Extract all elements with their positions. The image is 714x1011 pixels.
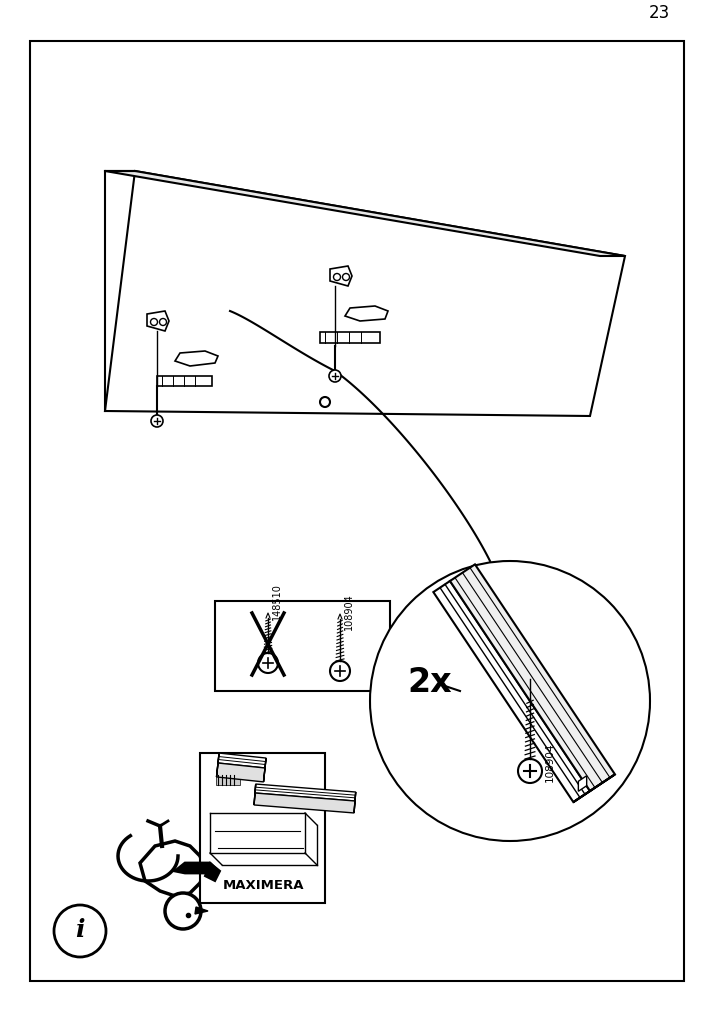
Polygon shape <box>205 863 220 882</box>
Bar <box>320 333 380 344</box>
Polygon shape <box>330 267 352 287</box>
Circle shape <box>159 319 166 327</box>
Circle shape <box>151 416 163 428</box>
Circle shape <box>330 661 350 681</box>
Polygon shape <box>254 785 256 805</box>
Bar <box>200 753 325 903</box>
Polygon shape <box>105 172 625 417</box>
Bar <box>157 377 212 386</box>
Text: i: i <box>75 917 85 941</box>
Circle shape <box>329 371 341 382</box>
Circle shape <box>518 759 542 784</box>
Polygon shape <box>216 753 219 777</box>
Circle shape <box>54 905 106 957</box>
Circle shape <box>320 397 330 407</box>
Text: 108904: 108904 <box>545 741 555 780</box>
Polygon shape <box>216 763 265 783</box>
Text: 148510: 148510 <box>272 583 282 620</box>
Polygon shape <box>578 776 587 792</box>
Polygon shape <box>345 306 388 321</box>
Polygon shape <box>255 785 356 801</box>
Circle shape <box>151 319 158 327</box>
Polygon shape <box>195 907 208 914</box>
Circle shape <box>165 893 201 929</box>
Polygon shape <box>354 793 356 813</box>
Circle shape <box>258 653 278 673</box>
Polygon shape <box>218 753 266 768</box>
Polygon shape <box>433 581 590 803</box>
Polygon shape <box>263 758 266 783</box>
Text: 108904: 108904 <box>344 593 354 630</box>
Text: 2x: 2x <box>408 665 452 698</box>
Text: 23: 23 <box>649 4 670 22</box>
Polygon shape <box>105 172 625 257</box>
Polygon shape <box>254 794 355 813</box>
Circle shape <box>370 561 650 841</box>
Polygon shape <box>147 311 169 332</box>
Polygon shape <box>450 565 615 792</box>
Circle shape <box>333 274 341 281</box>
Bar <box>216 775 240 786</box>
Polygon shape <box>175 863 215 874</box>
Circle shape <box>343 274 349 281</box>
Polygon shape <box>175 352 218 367</box>
Polygon shape <box>140 841 205 896</box>
Text: MAXIMERA: MAXIMERA <box>222 879 303 892</box>
Bar <box>215 602 390 692</box>
Polygon shape <box>573 774 615 803</box>
